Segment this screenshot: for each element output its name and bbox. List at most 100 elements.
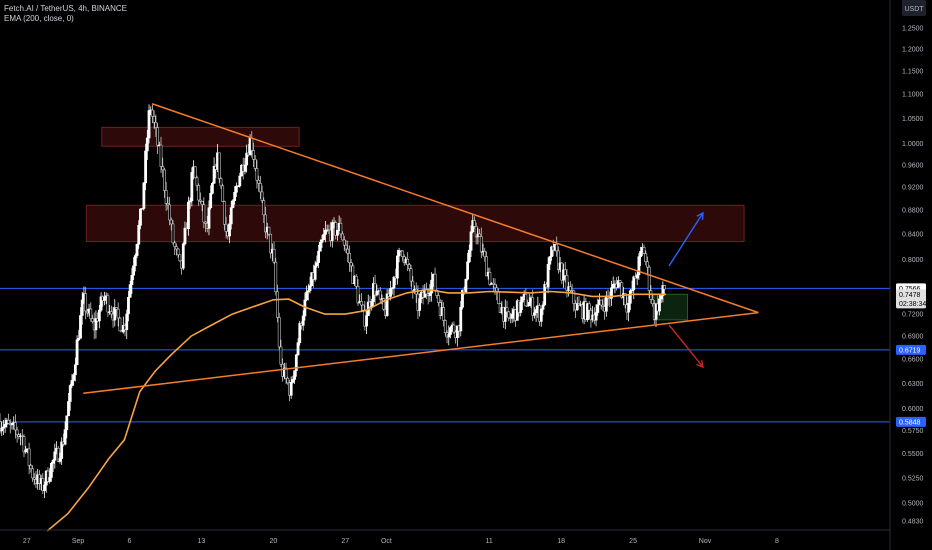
candle <box>109 305 113 319</box>
y-tick-label: 1.2000 <box>902 47 924 54</box>
candle <box>181 242 185 271</box>
candle <box>15 426 19 443</box>
candle <box>80 292 84 325</box>
y-tick-label: 1.1500 <box>902 69 924 76</box>
candle <box>385 288 389 317</box>
candle <box>488 267 492 287</box>
candle <box>128 280 132 298</box>
candle <box>639 246 643 266</box>
candle <box>210 181 214 195</box>
y-tick-label: 0.5750 <box>902 428 924 435</box>
candle <box>156 123 159 155</box>
candle <box>202 197 206 229</box>
candle <box>22 434 26 458</box>
candle <box>63 421 67 446</box>
candle <box>152 110 156 130</box>
candle <box>296 338 300 356</box>
candle <box>317 244 320 269</box>
candle <box>72 372 76 386</box>
candle <box>274 257 278 296</box>
candle <box>548 255 552 271</box>
candle <box>75 335 79 366</box>
x-tick-label: 6 <box>128 538 132 545</box>
y-tick-label: 1.0000 <box>902 141 924 148</box>
bullish-arrow[interactable] <box>668 211 704 267</box>
candle <box>478 229 481 237</box>
candle <box>556 246 560 274</box>
x-tick-label: 13 <box>198 538 206 545</box>
candle <box>587 301 591 320</box>
candle <box>632 275 636 300</box>
candle <box>467 244 471 264</box>
upper-trendline[interactable] <box>151 103 759 314</box>
candle <box>428 284 432 302</box>
candle <box>301 310 305 331</box>
candle <box>197 183 201 206</box>
candle <box>646 256 649 276</box>
label-0.5848: 0.5848 <box>896 416 926 427</box>
candle <box>627 294 631 322</box>
candle <box>647 264 651 299</box>
candle <box>349 258 353 272</box>
candle <box>491 277 495 293</box>
candle <box>0 421 4 436</box>
candle <box>661 281 665 303</box>
candle <box>171 220 175 245</box>
candle <box>209 185 213 210</box>
candle <box>231 199 235 209</box>
candle <box>264 207 267 239</box>
candle <box>199 192 202 204</box>
candle <box>356 279 360 306</box>
x-tick-label: 8 <box>775 538 779 545</box>
x-tick-label: Nov <box>699 538 712 545</box>
y-tick-label: 1.0500 <box>902 116 924 123</box>
candle <box>103 291 106 306</box>
candle <box>555 236 559 257</box>
candle <box>113 299 117 327</box>
y-tick-label: 0.4830 <box>902 519 924 526</box>
candle <box>48 468 52 484</box>
candle <box>139 208 142 230</box>
candle <box>190 167 194 207</box>
candle <box>575 296 579 311</box>
candle <box>255 160 259 189</box>
candle <box>452 321 456 334</box>
zones-layer <box>85 126 745 321</box>
candle <box>154 114 158 137</box>
candle <box>262 197 266 223</box>
y-tick-label: 0.6300 <box>902 381 924 388</box>
time-axis[interactable]: 27 Sep 6 13 20 27 Oct 11 18 25 Nov 8 <box>23 538 779 545</box>
candle <box>243 157 247 175</box>
candle <box>330 219 334 248</box>
trendlines-layer <box>83 103 759 395</box>
candle <box>31 465 34 482</box>
candle <box>65 415 69 439</box>
candle <box>630 280 634 294</box>
bearish-arrow[interactable] <box>668 324 704 369</box>
candle <box>365 310 368 334</box>
svg-text:0.5848: 0.5848 <box>899 419 921 426</box>
candle <box>654 302 658 328</box>
candle <box>49 461 53 482</box>
y-tick-label: 0.6000 <box>902 406 924 413</box>
y-tick-label: 0.6600 <box>902 357 924 364</box>
candle <box>507 311 511 322</box>
candle <box>539 308 543 327</box>
candle <box>620 282 624 300</box>
candle <box>91 314 94 324</box>
lower-trendline[interactable] <box>83 311 759 395</box>
ema-200-line <box>46 288 666 532</box>
candle <box>284 362 288 385</box>
candle <box>341 231 344 241</box>
candle <box>503 299 507 330</box>
candle <box>219 177 223 189</box>
lower-resistance-zone <box>85 204 745 243</box>
candle <box>163 167 166 198</box>
x-tick-label: 11 <box>486 538 493 545</box>
candle <box>596 298 600 316</box>
candle <box>236 185 240 188</box>
candle <box>473 216 476 229</box>
candle <box>159 136 163 174</box>
candle <box>144 143 147 191</box>
